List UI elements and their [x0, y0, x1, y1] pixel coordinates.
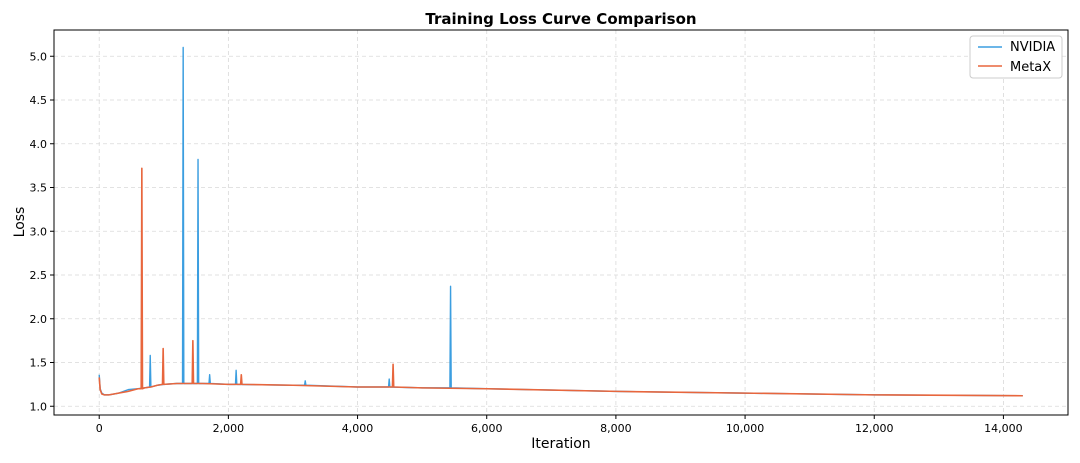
- x-tick-label: 2,000: [213, 422, 245, 435]
- plot-frame: [53, 29, 1069, 416]
- y-tick-label: 2.0: [30, 313, 48, 326]
- grid: [54, 30, 1068, 415]
- x-tick-label: 4,000: [342, 422, 374, 435]
- y-tick-label: 5.0: [30, 50, 48, 63]
- legend: NVIDIA MetaX: [969, 35, 1063, 79]
- y-tick-label: 3.5: [30, 182, 48, 195]
- x-tick-label: 12,000: [855, 422, 894, 435]
- y-tick-label: 4.0: [30, 138, 48, 151]
- x-tick-label: 6,000: [471, 422, 503, 435]
- y-tick-label: 3.0: [30, 225, 48, 238]
- x-tick-label: 8,000: [600, 422, 632, 435]
- legend-label-nvidia: NVIDIA: [1010, 40, 1055, 55]
- x-tick-label: 0: [96, 422, 103, 435]
- x-tick-label: 14,000: [984, 422, 1023, 435]
- y-tick-label: 4.5: [30, 94, 48, 107]
- axis-ticks: 0 2,000 4,000 6,000 8,000 10,000 12,000 14,000 1…: [30, 50, 1023, 435]
- series-line-metax: [98, 167, 1023, 397]
- x-axis-label: Iteration: [531, 436, 590, 452]
- x-tick-label: 10,000: [726, 422, 765, 435]
- y-tick-label: 1.5: [30, 357, 48, 370]
- legend-label-metax: MetaX: [1010, 60, 1051, 75]
- chart-title: Training Loss Curve Comparison: [425, 10, 696, 28]
- series-lines: [98, 46, 1023, 397]
- y-axis-label: Loss: [12, 207, 28, 238]
- y-tick-label: 2.5: [30, 269, 48, 282]
- y-tick-label: 1.0: [30, 400, 48, 413]
